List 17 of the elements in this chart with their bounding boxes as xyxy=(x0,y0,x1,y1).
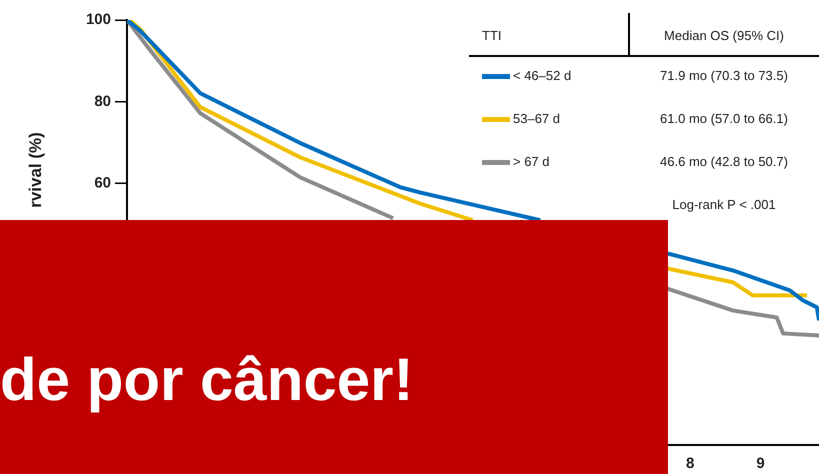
legend-label: 53–67 d xyxy=(513,111,560,126)
x-tick-label: 8 xyxy=(686,455,694,472)
annotation: Median OS (95% CI) xyxy=(664,28,784,43)
y-tick-label: 100 xyxy=(86,11,111,28)
annotation: 61.0 mo (57.0 to 66.1) xyxy=(660,111,788,126)
annotation: 71.9 mo (70.3 to 73.5) xyxy=(660,68,788,83)
annotation: Log-rank P < .001 xyxy=(672,197,776,212)
legend-title: TTI xyxy=(482,28,502,43)
legend-label: < 46–52 d xyxy=(513,68,572,83)
legend-label: > 67 d xyxy=(513,154,550,169)
x-tick-label: 9 xyxy=(756,455,765,472)
y-axis-title: rvival (%) xyxy=(26,132,46,208)
y-tick-label: 80 xyxy=(94,92,111,110)
banner: de por câncer! xyxy=(0,220,668,474)
y-tick-label: 60 xyxy=(94,174,111,192)
annotation: de por câncer! xyxy=(0,346,414,413)
annotation: 46.6 mo (42.8 to 50.7) xyxy=(660,154,788,169)
